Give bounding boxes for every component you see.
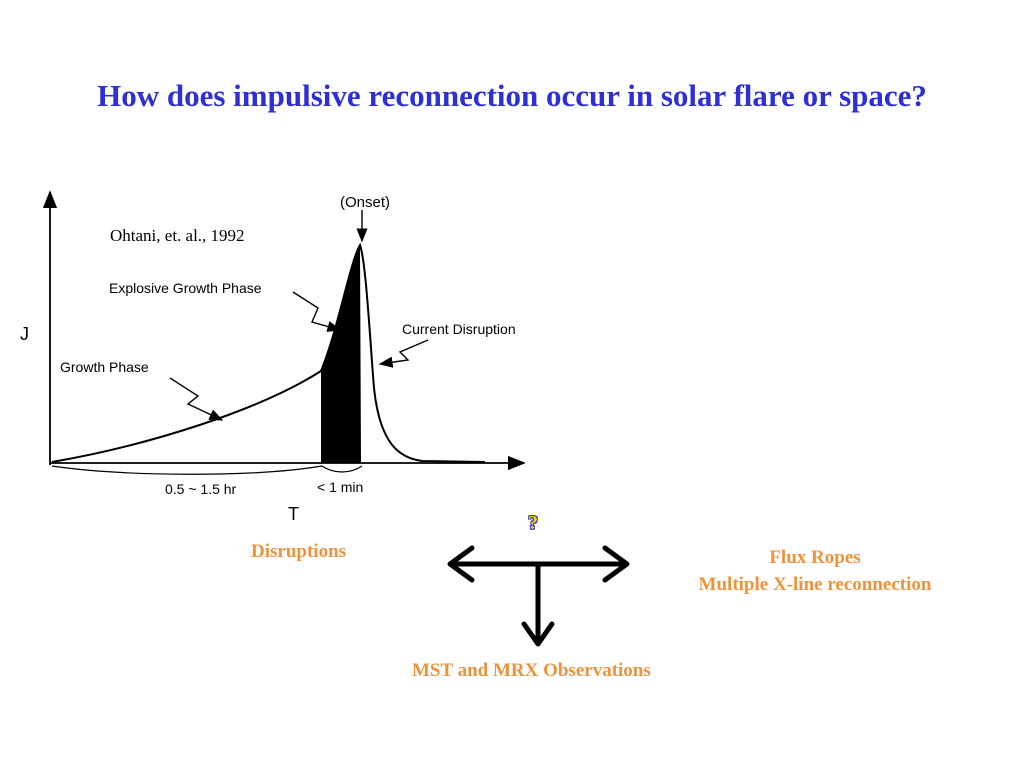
slide-title: How does impulsive reconnection occur in… (97, 78, 927, 113)
citation-text: Ohtani, et. al., 1992 (110, 226, 245, 245)
current-curve (51, 242, 486, 463)
explosive-duration-brace (321, 465, 363, 473)
flux-ropes-line: Flux Ropes (769, 547, 861, 568)
multiple-x-line-line: Multiple X-line reconnection (698, 574, 932, 595)
growth-phase-label: Growth Phase (60, 359, 149, 375)
growth-pointer (169, 377, 224, 421)
question-mark: ? (528, 512, 538, 534)
y-axis-label: J (20, 324, 29, 344)
observations-label: MST and MRX Observations (412, 660, 651, 681)
current-disruption-label: Current Disruption (402, 321, 516, 337)
growth-duration-brace (51, 465, 323, 475)
flux-ropes-label: Flux Ropes Multiple X-line reconnection (660, 544, 970, 598)
disruptions-label: Disruptions (251, 541, 347, 562)
onset-label: (Onset) (340, 194, 390, 211)
disruption-pointer (378, 339, 429, 368)
explosive-pointer (292, 291, 342, 332)
growth-duration-label: 0.5 ~ 1.5 hr (165, 481, 237, 497)
three-way-arrow (447, 545, 630, 647)
x-axis-label: T (288, 504, 299, 524)
explosive-growth-label: Explosive Growth Phase (109, 280, 262, 296)
explosive-duration-label: < 1 min (317, 479, 363, 495)
explosive-phase-fill (321, 245, 361, 463)
